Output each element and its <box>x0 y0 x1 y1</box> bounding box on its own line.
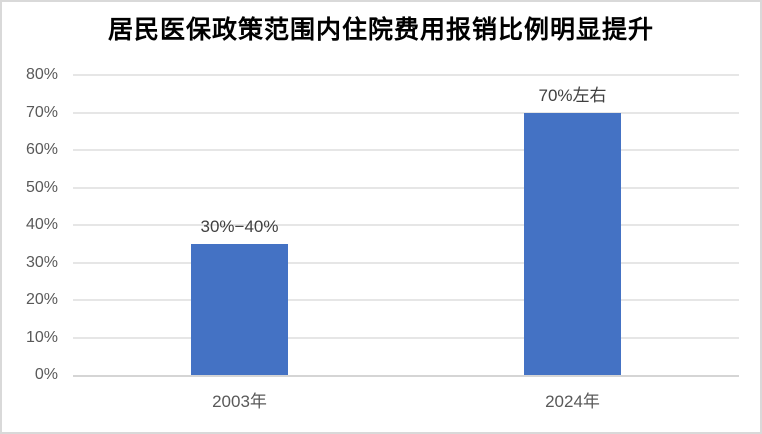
bar-value-label: 70%左右 <box>538 85 607 105</box>
y-axis-tick-label: 10% <box>25 328 58 346</box>
gridline <box>73 186 739 189</box>
gridline <box>73 224 739 226</box>
x-axis: 2003年 2024年 <box>73 387 739 417</box>
bar <box>524 112 621 375</box>
y-axis-tick-label: 0% <box>34 366 58 383</box>
gridline <box>73 149 739 151</box>
x-axis-line <box>73 375 739 377</box>
bar-value-label: 30%−40% <box>200 216 279 236</box>
gridline <box>73 111 739 114</box>
y-axis-tick-label: 70% <box>25 103 58 121</box>
y-axis-tick-label: 40% <box>25 216 58 233</box>
bar <box>191 243 288 375</box>
y-axis-tick-label: 20% <box>25 291 58 308</box>
x-axis-category-label: 2003年 <box>212 392 267 411</box>
y-axis-tick-label: 80% <box>25 66 58 83</box>
y-axis-tick-label: 50% <box>25 178 58 196</box>
chart-title: 居民医保政策范围内住院费用报销比例明显提升 <box>107 16 654 44</box>
gridline <box>73 74 739 76</box>
gridline <box>73 299 739 301</box>
y-axis-tick-label: 60% <box>25 141 58 158</box>
gridline <box>73 261 739 264</box>
plot-area: 30%−40% 70%左右 <box>73 74 739 377</box>
y-axis-tick-label: 30% <box>25 253 58 271</box>
x-axis-category-label: 2024年 <box>545 392 600 411</box>
y-axis: 0% 10% 20% 30% 40% 50% 60% 70% 80% <box>2 66 62 383</box>
gridline <box>73 336 739 339</box>
